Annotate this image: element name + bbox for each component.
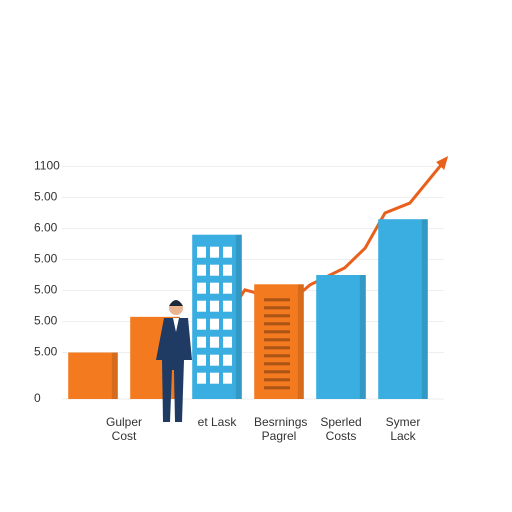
stripe (264, 338, 290, 342)
stripe (264, 306, 290, 310)
window (210, 354, 219, 366)
bar-shade (235, 234, 242, 399)
y-tick-label: 6.00 (34, 221, 58, 235)
x-tick-label: Sperled Costs (320, 415, 362, 443)
stripe (264, 378, 290, 382)
window (223, 354, 232, 366)
window (197, 264, 206, 276)
window (210, 336, 219, 348)
window (210, 264, 219, 276)
window (197, 300, 206, 312)
stripe (264, 370, 290, 374)
stripe (264, 314, 290, 318)
shirt (173, 318, 179, 332)
window (223, 300, 232, 312)
y-tick-label: 0 (34, 391, 41, 405)
window (223, 318, 232, 330)
window (197, 282, 206, 294)
y-tick-label: 5.00 (34, 345, 58, 359)
y-tick-label: 5.00 (34, 190, 58, 204)
suit (156, 318, 192, 422)
window (210, 372, 219, 384)
y-tick-label: 5.00 (34, 252, 58, 266)
x-tick-label: et Lask (197, 415, 237, 429)
bar-shade (297, 284, 304, 399)
bar (192, 234, 242, 399)
x-tick-label: Gulper Cost (105, 415, 143, 443)
window (223, 372, 232, 384)
hair (169, 300, 183, 306)
y-tick-label: 5.00 (34, 314, 58, 328)
window (197, 336, 206, 348)
stripe (264, 330, 290, 334)
window (210, 246, 219, 258)
window (223, 246, 232, 258)
window (197, 246, 206, 258)
x-tick-label: Besrnings Pagrel (254, 415, 308, 443)
window (210, 300, 219, 312)
x-tick-label: Symer Lack (385, 415, 421, 443)
y-tick-label: 5.00 (34, 283, 58, 297)
window (223, 264, 232, 276)
bar (316, 275, 366, 399)
bar (68, 352, 118, 399)
window (197, 318, 206, 330)
window (210, 318, 219, 330)
stripe (264, 386, 290, 390)
businessman (156, 300, 192, 422)
y-tick-label: 1100 (34, 159, 60, 173)
stripe (264, 298, 290, 302)
window (223, 282, 232, 294)
stripe (264, 362, 290, 366)
stripe (264, 354, 290, 358)
stripe (264, 322, 290, 326)
window (223, 336, 232, 348)
stripe (264, 346, 290, 350)
bar-shade (421, 219, 428, 399)
bar (254, 284, 304, 399)
window (197, 372, 206, 384)
bar (378, 219, 428, 399)
window (210, 282, 219, 294)
trend-arrowhead (436, 155, 449, 170)
bar-shade (359, 275, 366, 399)
window (197, 354, 206, 366)
bar-shade (111, 352, 118, 399)
